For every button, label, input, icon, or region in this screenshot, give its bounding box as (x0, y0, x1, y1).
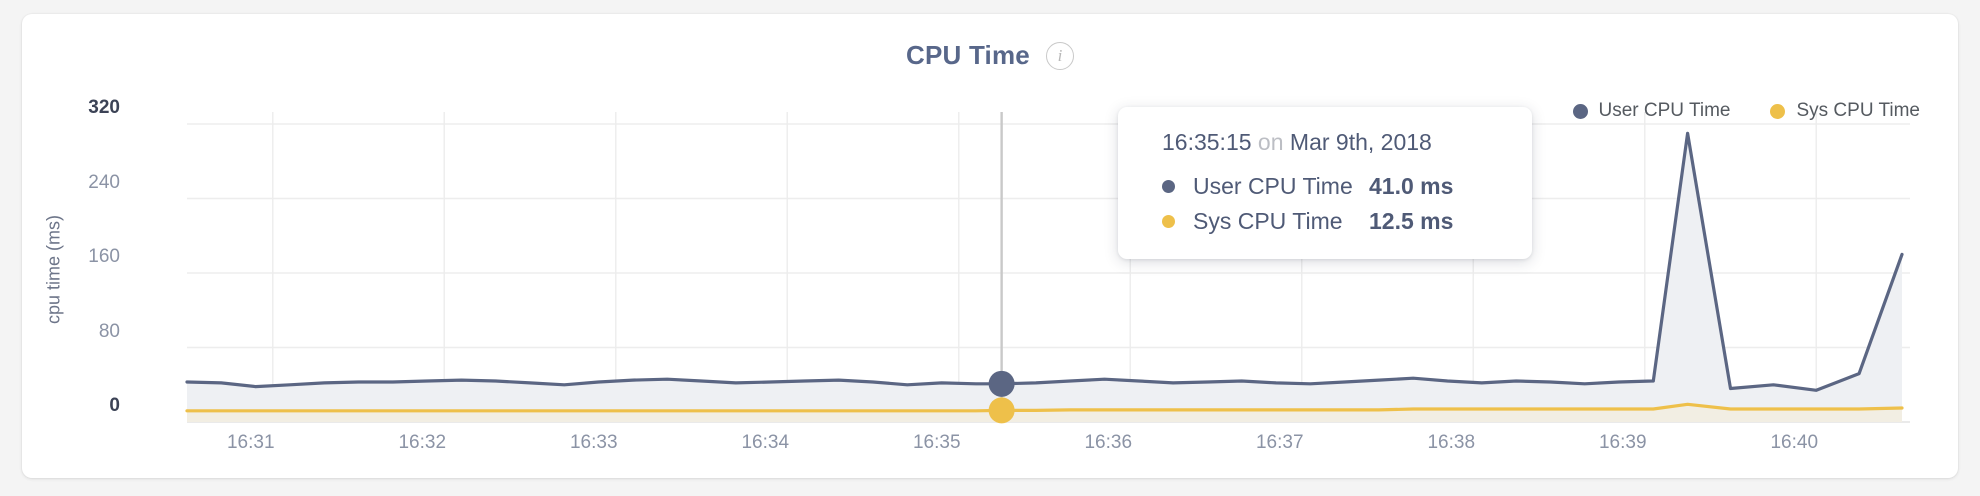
chart-plot-area (22, 14, 1980, 496)
tooltip-value-sys-cpu-time: 12.5 ms (1369, 208, 1454, 234)
x-tick-16-33: 16:33 (569, 432, 618, 453)
tooltip-dot-sys-cpu-time (1162, 215, 1175, 228)
x-tick-16-35: 16:35 (912, 432, 961, 453)
chart-legend: User CPU Time Sys CPU Time (1572, 100, 1920, 122)
legend-item-user-cpu-time[interactable]: User CPU Time (1572, 100, 1731, 122)
page-title: CPU Time (906, 40, 1030, 70)
x-tick-16-34: 16:34 (741, 432, 790, 453)
hover-tooltip: 16:35:15 on Mar 9th, 2018 User CPU Time … (1118, 107, 1532, 259)
y-tick-320: 320 (88, 97, 120, 118)
x-tick-16-32: 16:32 (398, 432, 447, 453)
legend-label-user-cpu-time: User CPU Time (1598, 100, 1731, 121)
legend-label-sys-cpu-time: Sys CPU Time (1796, 100, 1920, 121)
tooltip-dot-user-cpu-time (1162, 180, 1175, 193)
tooltip-row-user-cpu-time: User CPU Time 41.0 ms (1118, 173, 1532, 200)
y-tick-0: 0 (109, 395, 120, 416)
cpu-time-card: CPU Time i User CPU Time Sys CPU Time 0 8… (22, 14, 1958, 478)
y-tick-160: 160 (88, 246, 120, 267)
card-header: CPU Time i (22, 40, 1958, 71)
tooltip-time: 16:35:15 (1162, 129, 1252, 155)
y-tick-80: 80 (98, 320, 120, 342)
y-axis-title: cpu time (ms) (43, 215, 64, 325)
tooltip-timestamp: 16:35:15 on Mar 9th, 2018 (1118, 129, 1532, 156)
tooltip-row-sys-cpu-time: Sys CPU Time 12.5 ms (1118, 208, 1532, 235)
x-tick-16-38: 16:38 (1427, 432, 1476, 453)
x-tick-16-37: 16:37 (1255, 432, 1304, 453)
legend-dot-sys-cpu-time (1770, 103, 1786, 119)
tooltip-date: Mar 9th, 2018 (1289, 129, 1432, 155)
tooltip-on-word: on (1257, 129, 1284, 155)
legend-item-sys-cpu-time[interactable]: Sys CPU Time (1770, 100, 1920, 122)
tooltip-name-sys-cpu-time: Sys CPU Time (1193, 208, 1343, 234)
tooltip-value-user-cpu-time: 41.0 ms (1369, 173, 1454, 199)
x-tick-16-36: 16:36 (1084, 432, 1133, 453)
chart-svg (185, 112, 1910, 424)
x-tick-16-31: 16:31 (226, 432, 275, 453)
x-tick-16-40: 16:40 (1770, 432, 1819, 453)
tooltip-name-user-cpu-time: User CPU Time (1193, 173, 1353, 199)
info-icon[interactable]: i (1045, 41, 1074, 70)
x-tick-16-39: 16:39 (1598, 432, 1647, 453)
y-tick-240: 240 (88, 171, 120, 193)
legend-dot-user-cpu-time (1572, 103, 1588, 119)
